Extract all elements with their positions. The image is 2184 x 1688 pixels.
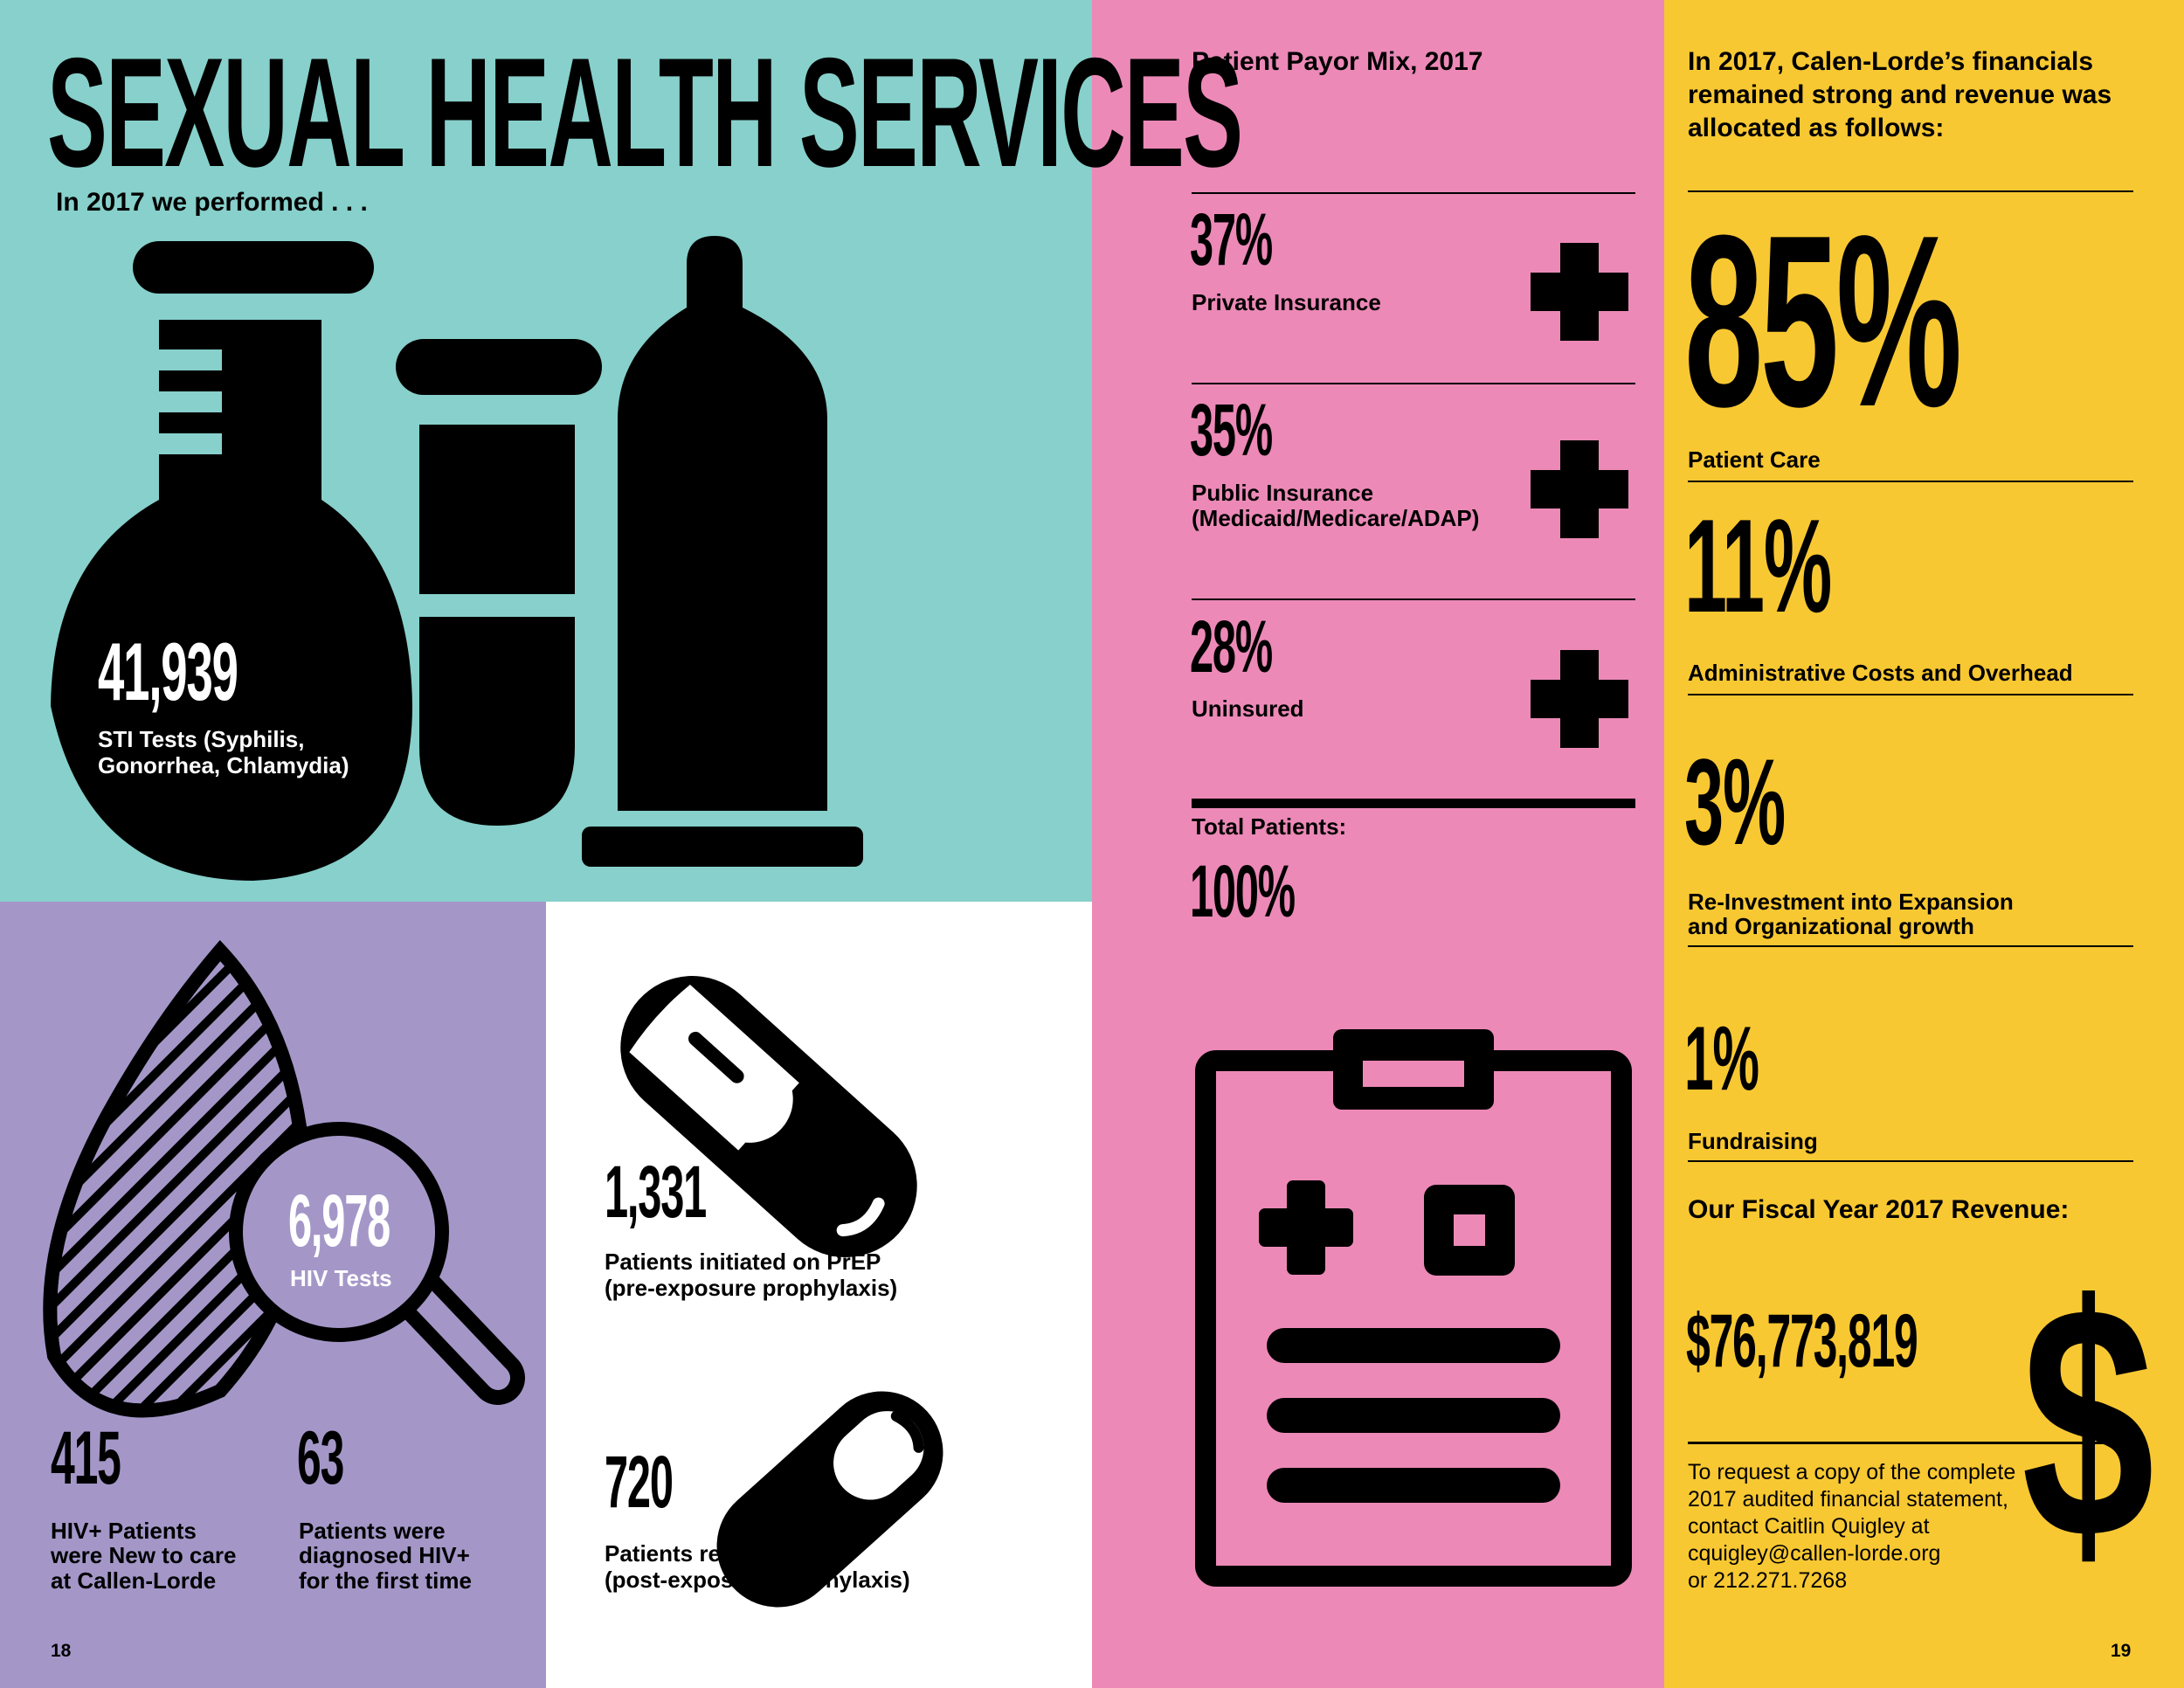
pep-label-2: (post-exposure prophylaxis): [605, 1567, 910, 1593]
hiv-illustration: [43, 940, 525, 1418]
financials-panel: [1664, 0, 2184, 1688]
pep-label-1: Patients received PEP: [605, 1540, 844, 1567]
diagnosed-label-3: for the first time: [299, 1567, 472, 1594]
diagnosed-count: 63: [297, 1416, 344, 1500]
revenue-heading: Our Fiscal Year 2017 Revenue:: [1688, 1195, 2070, 1224]
page-title: SEXUAL HEALTH SERVICES: [47, 25, 1243, 199]
page-number-right: 19: [2111, 1641, 2132, 1661]
financials-heading-1: In 2017, Calen-Lorde’s financials: [1688, 47, 2094, 76]
divider: [1688, 945, 2133, 947]
contact-phone: or 212.271.7268: [1688, 1568, 1848, 1593]
admin-costs-label: Administrative Costs and Overhead: [1688, 660, 2073, 686]
private-insurance-percent: 37%: [1190, 198, 1273, 280]
hiv-tests-label: HIV Tests: [290, 1265, 392, 1291]
public-insurance-label-1: Public Insurance: [1192, 480, 1374, 506]
public-insurance-label-2: (Medicaid/Medicare/ADAP): [1192, 505, 1480, 531]
divider: [1688, 694, 2133, 695]
prep-count: 1,331: [605, 1151, 707, 1233]
new-patients-label-2: were New to care: [51, 1542, 237, 1568]
new-patients-label-1: HIV+ Patients: [51, 1518, 197, 1544]
financials-heading-3: allocated as follows:: [1688, 114, 1945, 142]
payor-mix-heading: Patient Payor Mix, 2017: [1192, 47, 1483, 76]
uninsured-label: Uninsured: [1192, 695, 1304, 722]
divider: [1192, 598, 1635, 600]
clipboard-icon: [1195, 1029, 1632, 1587]
hiv-tests-count: 6,978: [288, 1180, 390, 1262]
contact-line-2: 2017 audited financial statement,: [1688, 1487, 2008, 1512]
contact-line-3: contact Caitlin Quigley at: [1688, 1514, 1930, 1539]
medical-cross-icon: [1531, 243, 1628, 341]
diagnosed-label-1: Patients were: [299, 1518, 446, 1544]
medical-cross-icon: [1531, 440, 1628, 538]
divider: [1688, 190, 2133, 192]
divider: [1688, 481, 2133, 482]
new-patients-label-3: at Callen-Lorde: [51, 1567, 217, 1594]
uninsured-percent: 28%: [1190, 605, 1273, 688]
financials-heading-2: remained strong and revenue was: [1688, 80, 2112, 109]
total-patients-percent: 100%: [1190, 850, 1296, 932]
diagnosed-label-2: diagnosed HIV+: [299, 1542, 470, 1568]
admin-costs-percent: 11%: [1684, 492, 1832, 640]
fundraising-percent: 1%: [1684, 1008, 1759, 1110]
fundraising-label: Fundraising: [1688, 1128, 1818, 1154]
prep-label-1: Patients initiated on PrEP: [605, 1249, 881, 1275]
patient-care-percent: 85%: [1684, 185, 1962, 458]
prep-label-2: (pre-exposure prophylaxis): [605, 1275, 898, 1301]
revenue-value: $76,773,819: [1686, 1299, 1918, 1383]
total-patients-label: Total Patients:: [1192, 813, 1347, 840]
medical-cross-icon: [1531, 650, 1628, 748]
pill-illustrations: [620, 976, 943, 1608]
dollar-sign-icon: $: [2022, 1236, 2154, 1608]
flask-icon: [51, 241, 412, 881]
lab-icons-illustration: [51, 236, 863, 881]
new-patients-count: 415: [51, 1416, 121, 1500]
reinvestment-label-1: Re-Investment into Expansion: [1688, 889, 2014, 915]
pill-icon: [620, 976, 917, 1257]
pill-icon: [716, 1391, 943, 1608]
intro-subtitle: In 2017 we performed . . .: [56, 188, 368, 217]
sti-tests-count: 41,939: [98, 626, 238, 717]
condom-icon: [582, 236, 863, 867]
magnifier-icon: [229, 1122, 525, 1405]
contact-line-1: To request a copy of the complete: [1688, 1460, 2016, 1484]
divider: [1688, 1442, 2125, 1444]
divider: [1192, 383, 1635, 384]
test-tube-icon: [396, 339, 602, 826]
page-number-left: 18: [51, 1641, 72, 1661]
total-divider: [1192, 799, 1635, 808]
reinvestment-percent: 3%: [1684, 733, 1786, 870]
public-insurance-percent: 35%: [1190, 389, 1273, 471]
divider: [1688, 1160, 2133, 1162]
divider: [1192, 192, 1635, 194]
sti-tests-label-1: STI Tests (Syphilis,: [98, 726, 305, 752]
reinvestment-label-2: and Organizational growth: [1688, 913, 1974, 939]
patient-care-label: Patient Care: [1688, 446, 1821, 473]
contact-email: cquigley@callen-lorde.org: [1688, 1541, 1941, 1566]
pep-count: 720: [605, 1441, 674, 1523]
sti-tests-label-2: Gonorrhea, Chlamydia): [98, 752, 349, 778]
private-insurance-label: Private Insurance: [1192, 289, 1381, 315]
